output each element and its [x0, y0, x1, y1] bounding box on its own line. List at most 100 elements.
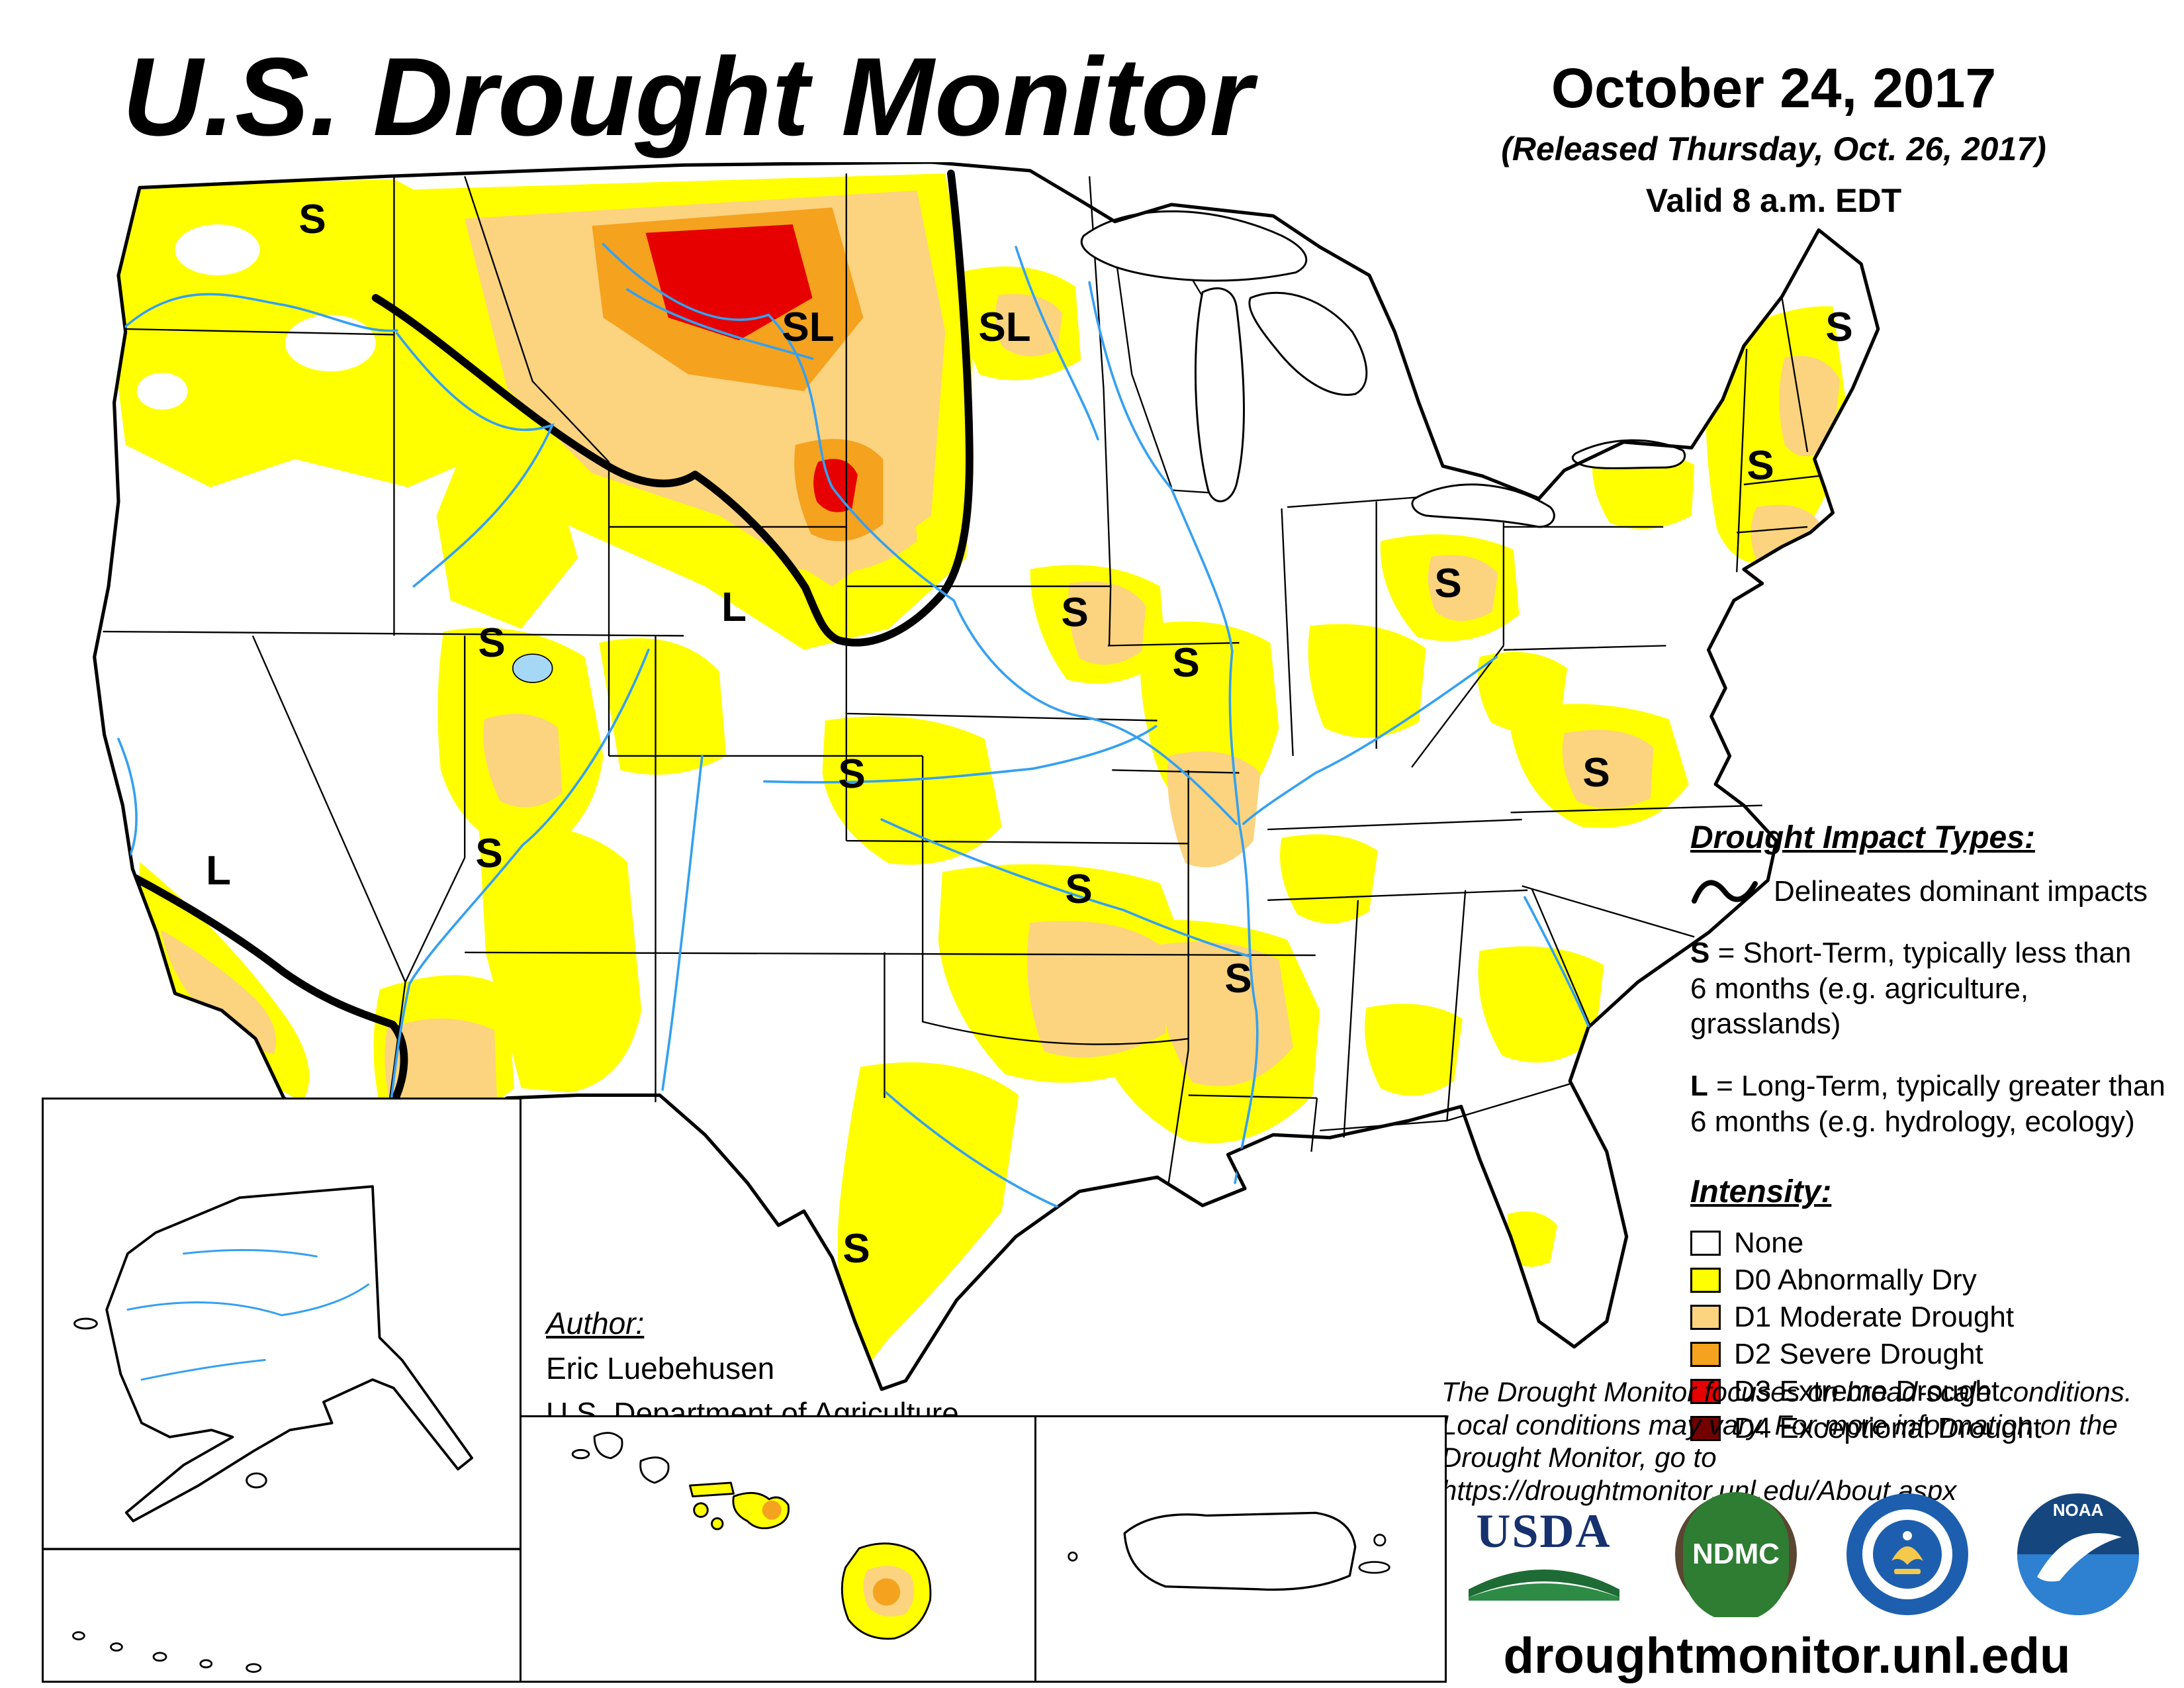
- ndmc-logo: NDMC: [1675, 1492, 1797, 1617]
- map-label-texas: S: [842, 1226, 870, 1272]
- page-title: U.S. Drought Monitor: [122, 34, 1254, 159]
- ndmc-logo-text: NDMC: [1692, 1538, 1780, 1570]
- map-label-wyoming: L: [721, 585, 747, 630]
- vieques: [1358, 1561, 1390, 1574]
- hawaii-inset: [522, 1415, 1036, 1683]
- map-label-colorado-kansas: S: [838, 751, 866, 797]
- legend-label-d4: D4 Exceptional Drought: [1734, 1412, 2042, 1445]
- map-label-nevada-utah: S: [478, 620, 506, 666]
- lake-superior: [1080, 210, 1308, 282]
- kahoolawe: [711, 1517, 724, 1530]
- short-term-text: = Short-Term, typically less than: [1717, 937, 2132, 969]
- delineation-line-northern: [371, 169, 974, 647]
- map-label-new-england: S: [1747, 443, 1774, 489]
- impact-types-heading: Drought Impact Types:: [1690, 820, 2035, 855]
- swatch-d3: [1690, 1379, 1721, 1405]
- short-term-definition: S = Short-Term, typically less than 6 mo…: [1690, 935, 2167, 1042]
- mona-island: [1068, 1551, 1078, 1562]
- aleutian-islands: [72, 1631, 262, 1673]
- map-label-minnesota: SL: [978, 305, 1031, 350]
- map-label-arkansas: S: [1224, 956, 1252, 1002]
- swatch-d1: [1690, 1305, 1721, 1331]
- lake-erie: [1411, 483, 1555, 528]
- maui-d2-core: [762, 1500, 782, 1520]
- puerto-rico-outline: [1123, 1511, 1357, 1591]
- usda-logo: USDA: [1459, 1495, 1628, 1614]
- map-date: October 24, 2017: [1551, 57, 1997, 119]
- date-block: October 24, 2017 (Released Thursday, Oct…: [1423, 56, 2124, 220]
- disclaimer-line1: The Drought Monitor focuses on broad-sca…: [1441, 1376, 2132, 1407]
- lanai: [693, 1502, 709, 1518]
- drought-d3-areas: [645, 224, 858, 512]
- map-label-iowa: S: [1061, 590, 1089, 635]
- map-label-montana: SL: [782, 305, 835, 350]
- delineates-row: Delineates dominant impacts: [1690, 874, 2167, 909]
- legend-row-d0: D0 Abnormally Dry: [1690, 1262, 2167, 1299]
- swatch-d0: [1690, 1268, 1721, 1293]
- long-term-symbol: L: [1690, 1070, 1708, 1103]
- legend-label-d1: D1 Moderate Drought: [1734, 1301, 2015, 1334]
- intensity-legend: None D0 Abnormally Dry D1 Moderate Droug…: [1690, 1225, 2167, 1447]
- legend-column: Drought Impact Types: Delineates dominan…: [1690, 820, 2167, 1447]
- usda-logo-text: USDA: [1476, 1505, 1612, 1558]
- rivers: [117, 243, 1590, 1214]
- usda-swoosh-icon: [1468, 1570, 1619, 1601]
- short-term-symbol: S: [1690, 937, 1710, 969]
- author-name: Eric Luebehusen: [546, 1351, 775, 1385]
- great-salt-lake: [512, 653, 553, 683]
- author-heading: Author:: [546, 1306, 645, 1340]
- legend-row-d3: D3 Extreme Drought: [1690, 1373, 2167, 1410]
- drought-d0-areas: [111, 173, 1850, 1381]
- culebra: [1373, 1534, 1387, 1547]
- map-label-maine: S: [1825, 305, 1853, 350]
- niihau: [571, 1449, 590, 1460]
- big-island-d2-core: [872, 1578, 901, 1606]
- swatch-d4: [1690, 1416, 1721, 1442]
- noaa-logo: NOAA: [2017, 1493, 2139, 1615]
- long-term-text2: 6 months (e.g. hydrology, ecology): [1690, 1105, 2135, 1138]
- map-label-illinois: S: [1172, 640, 1200, 686]
- map-label-oklahoma: S: [1065, 867, 1093, 912]
- alaska-outline: [105, 1185, 474, 1523]
- kauai: [593, 1432, 623, 1460]
- disclaimer-line2: Local conditions may vary. For more info…: [1441, 1409, 2118, 1440]
- short-term-text2: 6 months (e.g. agriculture, grasslands): [1690, 972, 2029, 1041]
- map-label-virginia: S: [1582, 750, 1610, 796]
- delineates-label: Delineates dominant impacts: [1774, 875, 2148, 908]
- oahu: [639, 1456, 670, 1484]
- delineation-line-socal: [130, 873, 408, 1113]
- map-label-new-mexico: S: [475, 831, 503, 876]
- release-date: (Released Thursday, Oct. 26, 2017): [1501, 130, 2046, 167]
- molokai: [689, 1481, 735, 1498]
- legend-label-d2: D2 Severe Drought: [1734, 1338, 1983, 1371]
- doc-seal-logo: [1846, 1493, 1968, 1615]
- hawaii-map: [571, 1432, 932, 1640]
- alaska-rivers: [126, 1248, 370, 1381]
- st-lawrence-island: [73, 1317, 98, 1330]
- map-label-ohio: S: [1434, 561, 1462, 606]
- drought-d1-areas: [161, 190, 1841, 1138]
- intensity-heading: Intensity:: [1690, 1174, 1832, 1210]
- agency-logos: USDA NDMC NOAA: [1459, 1488, 2141, 1620]
- drought-layers: [111, 173, 1850, 1381]
- long-term-text: = Long-Term, typically greater than: [1716, 1070, 2165, 1103]
- site-url: droughtmonitor.unl.edu: [1503, 1628, 2071, 1684]
- noaa-logo-text: NOAA: [2053, 1500, 2104, 1520]
- swatch-none: [1690, 1231, 1721, 1256]
- legend-row-d2: D2 Severe Drought: [1690, 1336, 2167, 1373]
- great-lakes: [1080, 210, 1686, 528]
- legend-row-d4: D4 Exceptional Drought: [1690, 1410, 2167, 1447]
- author-block: Author: Eric Luebehusen U.S. Department …: [546, 1305, 959, 1431]
- map-label-washington: S: [298, 197, 326, 242]
- disclaimer-line3: Drought Monitor, go to https://droughtmo…: [1441, 1442, 1957, 1506]
- valid-time: Valid 8 a.m. EDT: [1645, 182, 1902, 219]
- legend-row-d1: D1 Moderate Drought: [1690, 1299, 2167, 1336]
- puerto-rico-inset: [1036, 1415, 1447, 1683]
- disclaimer-text: The Drought Monitor focuses on broad-sca…: [1441, 1376, 2163, 1507]
- lake-huron: [1248, 292, 1368, 396]
- no-drought-gaps: [136, 224, 376, 410]
- swatch-d2: [1690, 1342, 1721, 1368]
- legend-label-d3: D3 Extreme Drought: [1734, 1375, 2000, 1408]
- legend-label-d0: D0 Abnormally Dry: [1734, 1264, 1977, 1297]
- long-term-definition: L = Long-Term, typically greater than 6 …: [1690, 1068, 2167, 1139]
